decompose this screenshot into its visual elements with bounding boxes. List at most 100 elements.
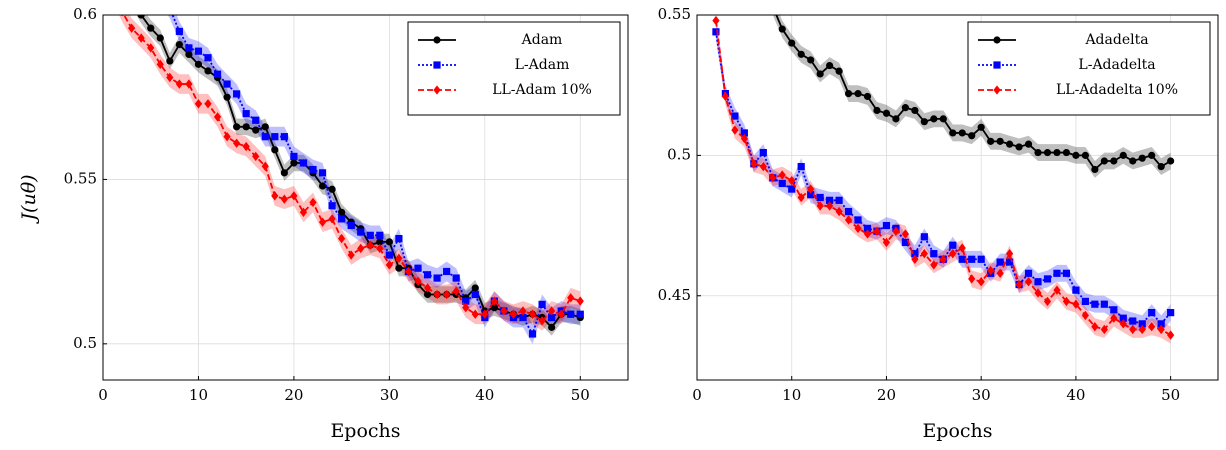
- x-axis-label: Epochs: [330, 420, 400, 442]
- marker: [826, 201, 834, 211]
- marker: [1157, 163, 1165, 171]
- marker: [958, 129, 966, 137]
- marker: [252, 126, 260, 134]
- marker: [996, 258, 1004, 266]
- marker: [816, 193, 824, 202]
- axes-frame: [696, 14, 1219, 381]
- x-tick-label: 20: [284, 386, 303, 404]
- marker: [328, 214, 336, 224]
- marker: [816, 70, 824, 78]
- marker: [987, 137, 995, 145]
- marker: [892, 115, 900, 123]
- marker: [452, 286, 460, 296]
- marker: [987, 265, 995, 276]
- marker: [233, 123, 241, 131]
- marker: [1138, 320, 1146, 328]
- marker: [404, 266, 413, 277]
- marker: [740, 133, 748, 144]
- marker: [854, 90, 862, 98]
- legend-label: Adadelta: [1084, 32, 1148, 48]
- marker: [1081, 310, 1089, 321]
- x-tick-label: 10: [782, 386, 801, 404]
- marker: [835, 67, 843, 75]
- marker: [175, 79, 183, 89]
- y-axis-label: J(uθ): [18, 174, 40, 224]
- marker: [490, 296, 498, 306]
- marker: [1091, 165, 1099, 174]
- marker: [1024, 269, 1033, 277]
- marker: [1062, 148, 1071, 157]
- marker: [166, 57, 174, 65]
- marker: [1119, 314, 1127, 322]
- marker: [949, 241, 957, 249]
- marker: [958, 243, 966, 253]
- x-tick-label: 20: [877, 386, 896, 404]
- marker: [788, 39, 796, 47]
- marker: [376, 231, 384, 239]
- marker: [778, 25, 786, 33]
- marker: [1138, 324, 1146, 335]
- marker: [882, 221, 891, 230]
- marker: [271, 146, 279, 154]
- marker: [538, 300, 546, 308]
- marker: [863, 229, 872, 239]
- marker: [863, 92, 872, 101]
- legend-label: LL-Adam 10%: [492, 82, 592, 98]
- marker: [347, 221, 355, 230]
- marker: [854, 216, 862, 224]
- marker: [1081, 297, 1089, 305]
- marker: [769, 3, 776, 10]
- marker: [731, 112, 739, 120]
- marker: [1062, 269, 1071, 277]
- marker: [462, 297, 470, 305]
- subplot: 0 10 20 30 40 50 0.45 0.5 0.55 Epochs Adadelta L-Ad…: [658, 3, 1219, 442]
- marker: [911, 254, 919, 264]
- marker: [175, 27, 183, 36]
- marker: [1062, 296, 1071, 307]
- marker: [347, 250, 355, 260]
- legend-box: [407, 21, 621, 116]
- marker: [920, 118, 928, 126]
- marker: [395, 253, 403, 264]
- marker: [271, 191, 279, 201]
- marker: [1034, 148, 1042, 157]
- marker: [204, 54, 212, 62]
- marker: [385, 251, 393, 259]
- marker: [290, 191, 298, 201]
- marker: [911, 250, 919, 258]
- marker: [194, 60, 203, 68]
- marker: [1072, 151, 1080, 159]
- marker: [1034, 288, 1042, 298]
- marker: [1119, 151, 1127, 159]
- marker: [1072, 286, 1080, 294]
- marker: [1110, 306, 1118, 314]
- marker: [1167, 157, 1175, 165]
- marker: [385, 260, 393, 270]
- marker: [576, 296, 584, 306]
- marker: [1148, 151, 1156, 159]
- marker: [750, 159, 758, 169]
- marker: [901, 238, 909, 247]
- marker: [1091, 321, 1099, 332]
- marker: [433, 61, 441, 69]
- marker: [1138, 154, 1146, 162]
- marker: [280, 194, 288, 204]
- marker: [854, 223, 862, 234]
- marker: [366, 240, 374, 250]
- marker: [882, 237, 891, 248]
- marker: [911, 106, 919, 115]
- marker: [1043, 296, 1052, 307]
- marker: [939, 254, 947, 264]
- marker: [223, 80, 231, 88]
- marker: [357, 243, 365, 254]
- y-tick-label: 0.6: [73, 5, 97, 23]
- marker: [366, 231, 374, 239]
- marker: [1024, 277, 1033, 287]
- marker: [395, 235, 403, 243]
- marker: [949, 248, 957, 259]
- marker: [175, 40, 183, 49]
- marker: [548, 323, 556, 331]
- marker: [1129, 317, 1137, 325]
- x-tick-label: 30: [380, 386, 399, 404]
- marker: [712, 15, 720, 26]
